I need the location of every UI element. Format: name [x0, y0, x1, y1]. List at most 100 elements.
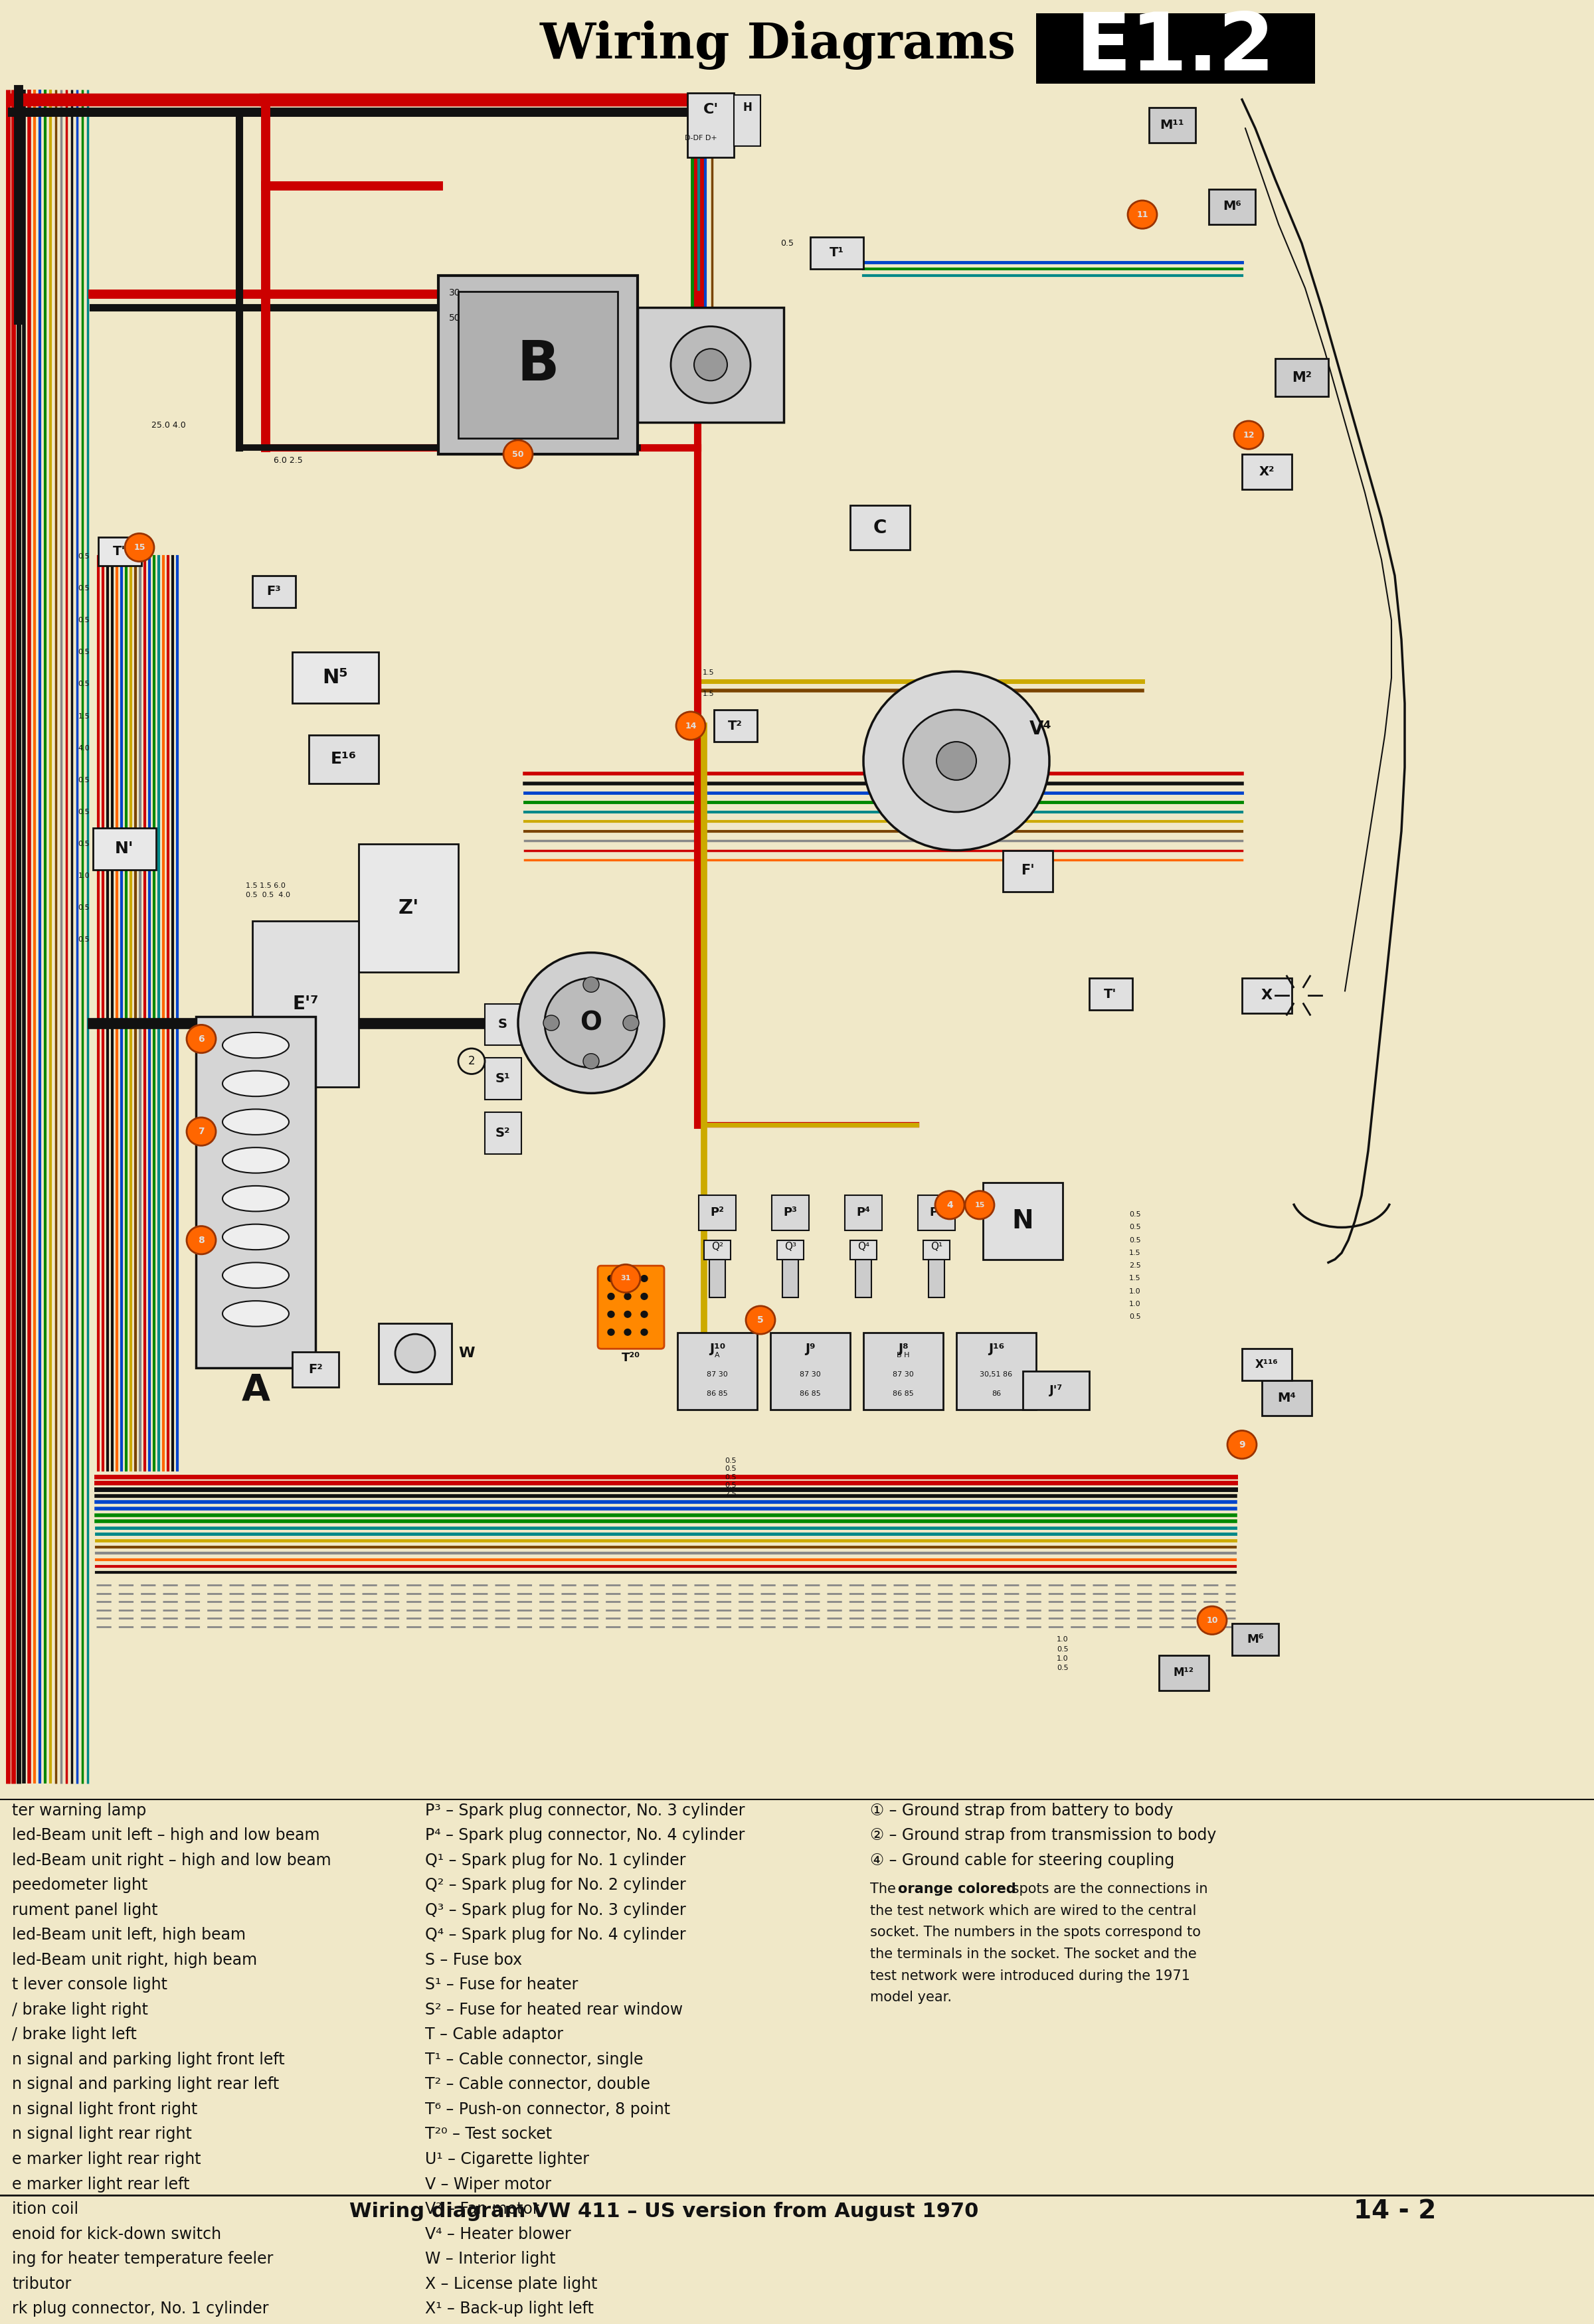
Circle shape	[964, 1190, 995, 1220]
Text: E'⁷: E'⁷	[292, 995, 319, 1013]
Ellipse shape	[223, 1109, 289, 1134]
Circle shape	[504, 439, 532, 467]
Text: 86 85: 86 85	[893, 1390, 913, 1397]
Bar	[709, 1260, 725, 1297]
Text: 0.5: 0.5	[1129, 1225, 1141, 1232]
Text: M²: M²	[1291, 372, 1312, 383]
Text: A: A	[714, 1353, 720, 1360]
Circle shape	[124, 535, 155, 562]
Text: 0.5: 0.5	[725, 1483, 736, 1490]
Text: 0.5: 0.5	[78, 553, 89, 560]
Text: ing for heater temperature feeler: ing for heater temperature feeler	[13, 2252, 273, 2266]
Text: 6.0 2.5: 6.0 2.5	[274, 456, 303, 465]
Text: N': N'	[115, 841, 134, 858]
Bar	[309, 734, 379, 783]
Text: 31: 31	[620, 1276, 631, 1283]
Text: T – Cable adaptor: T – Cable adaptor	[426, 2027, 563, 2043]
Text: P³ – Spark plug connector, No. 3 cylinder: P³ – Spark plug connector, No. 3 cylinde…	[426, 1803, 744, 1817]
Text: X¹ – Back-up light left: X¹ – Back-up light left	[426, 2301, 593, 2317]
Circle shape	[625, 1311, 631, 1318]
Bar	[1232, 1624, 1278, 1655]
Text: S – Fuse box: S – Fuse box	[426, 1952, 523, 1968]
Text: ter warning lamp: ter warning lamp	[13, 1803, 147, 1817]
Text: ④ – Ground cable for steering coupling: ④ – Ground cable for steering coupling	[870, 1852, 1175, 1868]
Text: 86: 86	[991, 1390, 1001, 1397]
Text: 0.5: 0.5	[78, 841, 89, 848]
Circle shape	[625, 1329, 631, 1336]
Text: V⁴: V⁴	[1030, 720, 1052, 739]
Bar	[1242, 978, 1291, 1013]
Ellipse shape	[223, 1148, 289, 1174]
Text: T²⁰: T²⁰	[622, 1353, 641, 1364]
Text: 86 85: 86 85	[706, 1390, 728, 1397]
Ellipse shape	[223, 1301, 289, 1327]
Text: orange colored: orange colored	[897, 1882, 1015, 1896]
Text: n signal and parking light rear left: n signal and parking light rear left	[13, 2078, 279, 2092]
Bar	[638, 307, 784, 423]
Text: the terminals in the socket. The socket and the: the terminals in the socket. The socket …	[870, 1948, 1197, 1961]
Text: 14: 14	[685, 720, 697, 730]
Ellipse shape	[223, 1032, 289, 1057]
Bar	[687, 93, 733, 158]
Text: 1.5: 1.5	[703, 669, 714, 676]
Text: 12: 12	[1243, 430, 1254, 439]
Circle shape	[676, 711, 705, 739]
Text: M⁶: M⁶	[1247, 1634, 1264, 1645]
Bar	[1262, 1380, 1312, 1415]
Circle shape	[1197, 1606, 1227, 1634]
Text: 5: 5	[757, 1315, 764, 1325]
Text: The: The	[870, 1882, 901, 1896]
Text: X²: X²	[1259, 465, 1274, 479]
Text: P³: P³	[783, 1206, 797, 1218]
Bar	[733, 95, 760, 146]
Text: A: A	[241, 1373, 269, 1408]
Text: 7: 7	[198, 1127, 204, 1136]
Text: Q²: Q²	[711, 1241, 724, 1253]
Text: spots are the connections in: spots are the connections in	[1007, 1882, 1208, 1896]
Bar	[845, 1195, 881, 1232]
Text: M¹²: M¹²	[1173, 1666, 1194, 1678]
Circle shape	[864, 672, 1049, 851]
Text: Q¹ – Spark plug for No. 1 cylinder: Q¹ – Spark plug for No. 1 cylinder	[426, 1852, 685, 1868]
Text: 1.5: 1.5	[78, 713, 89, 720]
Text: 0.5: 0.5	[1129, 1211, 1141, 1218]
Circle shape	[607, 1276, 614, 1283]
Text: H: H	[743, 102, 752, 114]
Text: 50: 50	[512, 451, 524, 458]
Bar	[1208, 188, 1256, 223]
Text: T¹: T¹	[829, 246, 845, 260]
Bar	[698, 1195, 736, 1232]
Text: O: O	[580, 1011, 603, 1037]
Text: led-Beam unit left – high and low beam: led-Beam unit left – high and low beam	[13, 1827, 320, 1843]
Text: 0.5: 0.5	[1057, 1645, 1068, 1652]
Text: / brake light right: / brake light right	[13, 2001, 148, 2017]
Text: 87 30: 87 30	[893, 1371, 913, 1378]
Text: 1.5: 1.5	[703, 690, 714, 697]
Circle shape	[545, 978, 638, 1067]
Circle shape	[904, 709, 1009, 811]
Text: J¹⁰: J¹⁰	[709, 1343, 725, 1355]
Circle shape	[937, 741, 976, 781]
Text: 0.5: 0.5	[725, 1457, 736, 1464]
Text: rk plug connector, No. 1 cylinder: rk plug connector, No. 1 cylinder	[13, 2301, 269, 2317]
Text: J'⁷: J'⁷	[1049, 1385, 1063, 1397]
Bar	[1242, 453, 1291, 490]
Text: n signal light front right: n signal light front right	[13, 2101, 198, 2117]
Text: Q⁴ – Spark plug for No. 4 cylinder: Q⁴ – Spark plug for No. 4 cylinder	[426, 1927, 685, 1943]
Bar	[92, 827, 156, 869]
Bar	[485, 1113, 521, 1155]
Text: n signal and parking light front left: n signal and parking light front left	[13, 2052, 285, 2068]
Text: led-Beam unit right – high and low beam: led-Beam unit right – high and low beam	[13, 1852, 332, 1868]
Text: P¹: P¹	[929, 1206, 944, 1218]
Text: S: S	[497, 1018, 507, 1030]
Circle shape	[395, 1334, 435, 1373]
Text: 1.0: 1.0	[1129, 1287, 1141, 1294]
Ellipse shape	[223, 1071, 289, 1097]
Circle shape	[746, 1306, 775, 1334]
Text: J⁹: J⁹	[805, 1343, 816, 1355]
Text: 0.5: 0.5	[1129, 1313, 1141, 1320]
Text: 15: 15	[134, 544, 145, 551]
Text: 6: 6	[198, 1034, 204, 1043]
Text: J¹⁶: J¹⁶	[988, 1343, 1004, 1355]
Text: V² – Fan motor: V² – Fan motor	[426, 2201, 539, 2217]
